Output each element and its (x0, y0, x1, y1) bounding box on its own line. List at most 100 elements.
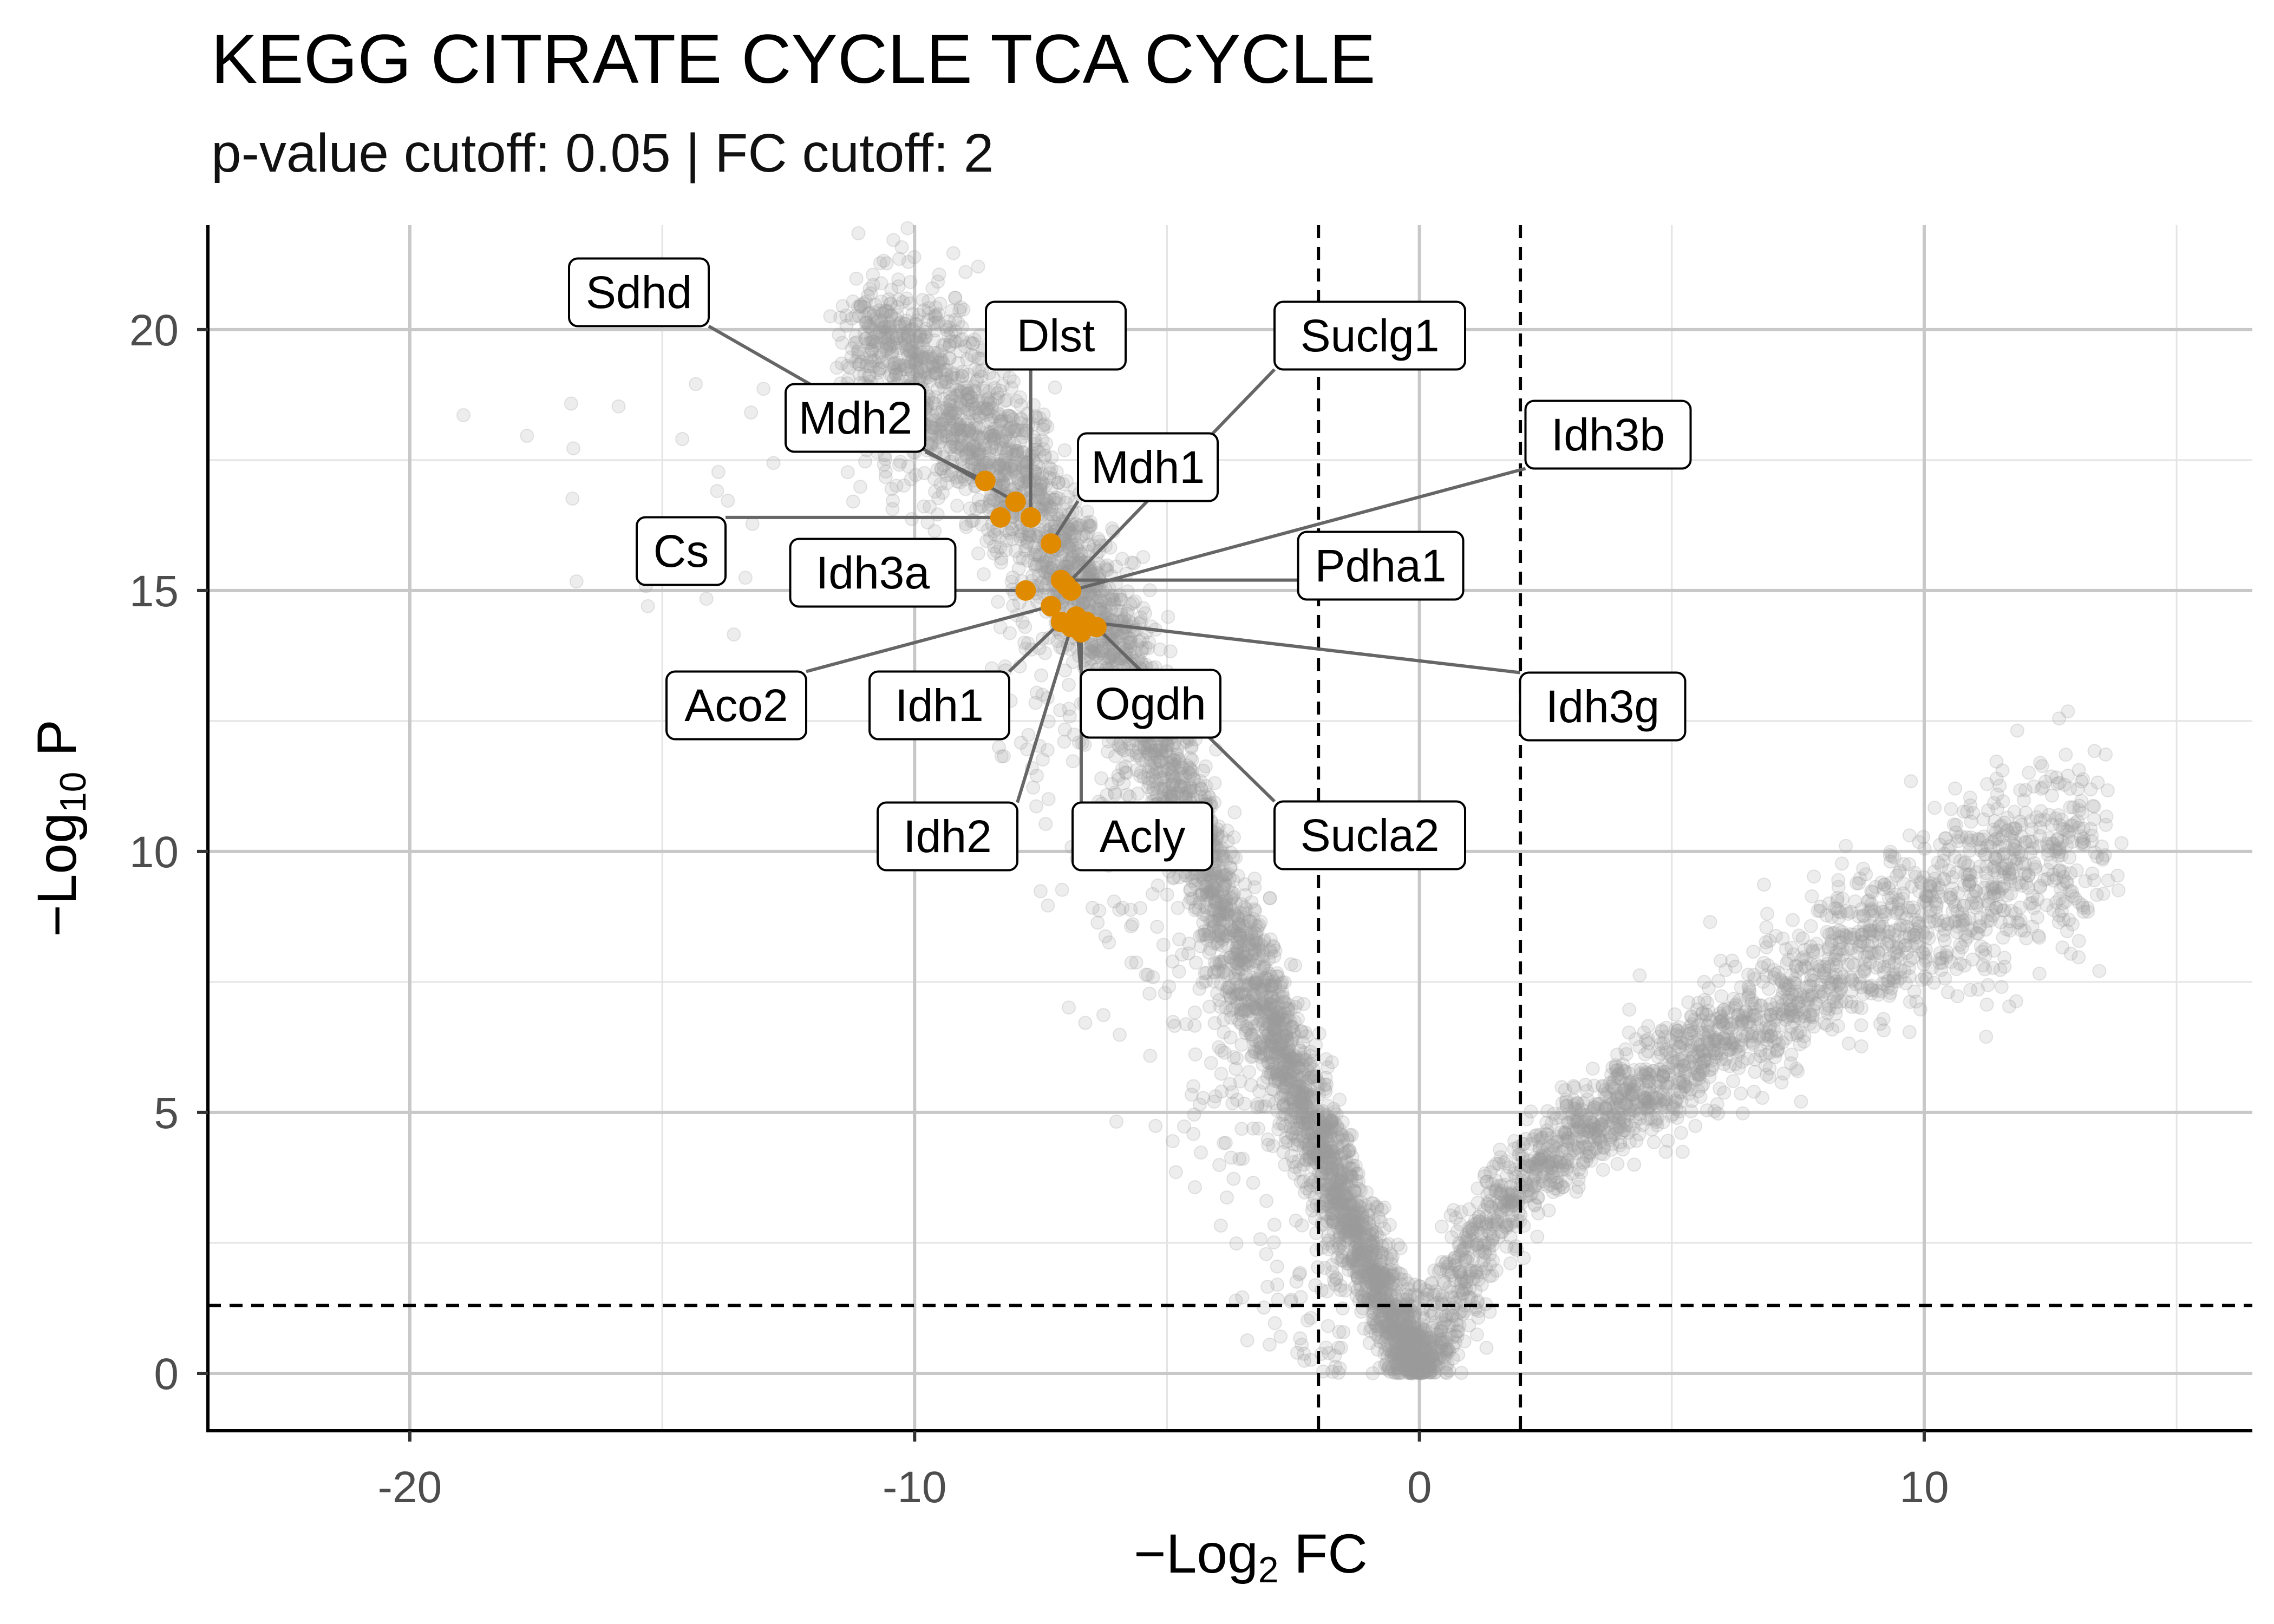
gene-point (892, 292, 906, 307)
gene-point (925, 360, 939, 374)
gene-point (1231, 912, 1246, 926)
gene-point (1215, 884, 1230, 899)
gene-point (1348, 1222, 1363, 1237)
gene-point (1132, 749, 1146, 763)
gene-point (1263, 1337, 1277, 1352)
gene-point (1220, 1190, 1234, 1205)
gene-point (920, 352, 935, 366)
gene-point (1113, 1027, 1127, 1042)
gene-point (917, 466, 932, 480)
gene-point (1170, 785, 1185, 800)
gene-point (877, 320, 891, 335)
gene-point (951, 356, 965, 370)
gene-point (1013, 390, 1028, 404)
gene-point (1057, 735, 1071, 749)
gene-point (1188, 955, 1203, 970)
gene-point (1207, 882, 1222, 896)
gene-point (1124, 919, 1139, 934)
gene-point (1049, 490, 1063, 505)
gene-point (1280, 1033, 1295, 1047)
gene-point (1217, 1136, 1231, 1150)
gene-point (1141, 967, 1155, 982)
gene-point (1091, 532, 1106, 546)
gene-point (1207, 1095, 1221, 1109)
gene-point (1257, 975, 1272, 990)
gene-point (1380, 1276, 1395, 1291)
gene-point (1129, 745, 1144, 760)
gene-point (1320, 1190, 1335, 1204)
gene-point (1223, 1030, 1238, 1045)
gene-point (845, 311, 859, 326)
gene-point (1291, 1053, 1305, 1068)
gene-point (1238, 900, 1252, 914)
gene-point (1331, 1365, 1346, 1380)
gene-point (1273, 1330, 1288, 1344)
gene-point (1386, 1332, 1401, 1346)
gene-point (1111, 738, 1126, 752)
gene-point (921, 313, 936, 327)
gene-point (999, 533, 1014, 548)
gene-point (1292, 1079, 1306, 1093)
gene-point (1279, 1029, 1294, 1044)
gene-point (1346, 1254, 1361, 1268)
gene-point (1041, 792, 1056, 807)
gene-point (1006, 598, 1021, 613)
gene-point (945, 368, 959, 382)
gene-point (955, 332, 969, 346)
gene-point (1227, 805, 1242, 820)
gene-point (925, 281, 940, 296)
gene-point (1223, 950, 1238, 964)
gene-point (1039, 436, 1053, 451)
gene-point (1214, 1066, 1229, 1081)
gene-point (1356, 1301, 1370, 1315)
gene-point (1055, 882, 1069, 897)
gene-point (1062, 702, 1076, 716)
gene-point (1029, 799, 1043, 814)
gene-point (1153, 642, 1167, 657)
gene-point (851, 226, 866, 240)
gene-point (1226, 1050, 1241, 1064)
gene-point (852, 366, 867, 381)
gene-point (1156, 938, 1171, 952)
gene-point (1177, 1119, 1191, 1134)
gene-point (1839, 839, 1853, 853)
gene-point (1241, 928, 1256, 943)
gene-point (971, 259, 985, 274)
gene-point (1149, 774, 1164, 789)
gene-point (1348, 1228, 1363, 1242)
gene-point (1309, 1226, 1323, 1240)
gene-point (1041, 898, 1055, 913)
gene-point (986, 493, 1001, 507)
gene-point (1083, 519, 1098, 533)
gene-point (1184, 741, 1199, 755)
gene-point (1111, 768, 1126, 783)
gene-point (1009, 443, 1023, 458)
gene-point (1279, 1130, 1293, 1145)
gene-point (1262, 1017, 1277, 1031)
gene-point (1362, 1336, 1377, 1350)
gene-point (1320, 1284, 1334, 1299)
gene-point (932, 267, 946, 282)
gene-point (1309, 1038, 1323, 1052)
gene-point (1071, 543, 1086, 558)
gene-point (938, 337, 952, 352)
gene-point (966, 513, 981, 528)
gene-point (1267, 1316, 1282, 1331)
gene-point (1330, 1173, 1345, 1187)
gene-point (848, 309, 863, 323)
gene-point (1243, 914, 1257, 928)
gene-point (865, 342, 879, 356)
gene-point (946, 428, 960, 442)
gene-point (1214, 926, 1229, 941)
gene-point (1109, 1115, 1123, 1129)
gene-point (1251, 1121, 1266, 1136)
gene-point (1414, 1346, 1428, 1360)
gene-point (1143, 1049, 1158, 1063)
gene-point (1236, 1151, 1250, 1166)
gene-point (1345, 1150, 1360, 1164)
gene-point (849, 271, 864, 286)
gene-point (823, 309, 838, 324)
gene-point (976, 567, 991, 581)
gene-point (1396, 1360, 1411, 1374)
gene-point (904, 472, 918, 487)
